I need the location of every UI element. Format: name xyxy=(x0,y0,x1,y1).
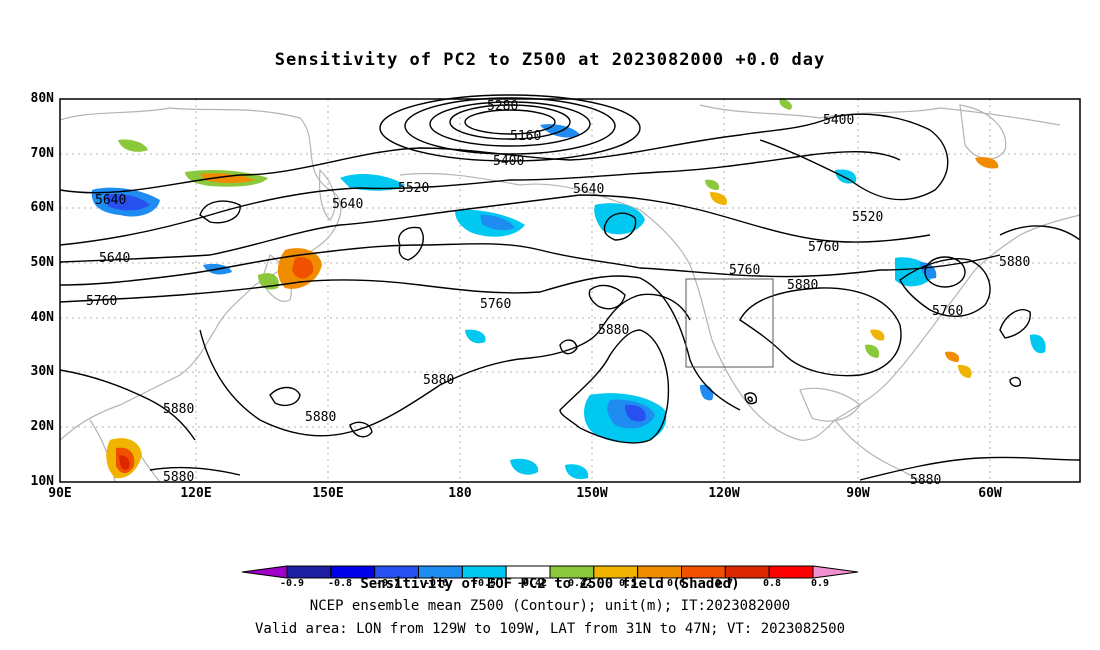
lon-label: 90W xyxy=(846,486,870,501)
contour-label: 5880 xyxy=(787,278,818,293)
contour-label: 5760 xyxy=(480,297,511,312)
map-plot: 5280 5160 5400 5400 5520 5640 5640 5640 … xyxy=(59,94,1081,488)
lon-label: 180 xyxy=(448,486,472,501)
lat-label: 60N xyxy=(30,200,54,215)
coast-gulf xyxy=(799,387,861,422)
contour-label: 5160 xyxy=(510,129,541,144)
lat-label: 80N xyxy=(30,91,54,106)
contour-label: 5400 xyxy=(493,154,524,169)
lon-label: 150E xyxy=(312,486,344,501)
colorbar-tick: -0.8 xyxy=(327,578,353,589)
contour-label: 5640 xyxy=(573,182,604,197)
coast-kamchatka xyxy=(318,168,336,221)
footer-valid-area-caption: Valid area: LON from 129W to 109W, LAT f… xyxy=(254,621,845,637)
contour-label: 5880 xyxy=(163,402,194,417)
lat-label: 40N xyxy=(30,310,54,325)
contour-label: 5640 xyxy=(332,197,363,212)
colorbar-tick: 0.7 xyxy=(714,578,734,589)
contour-label: 5760 xyxy=(86,294,117,309)
contour-label: 5640 xyxy=(95,193,126,208)
coast-central-america xyxy=(834,419,926,483)
coast-asia xyxy=(59,107,342,441)
colorbar-tick: -0.42 xyxy=(516,578,548,589)
contour-label: 5880 xyxy=(598,323,629,338)
colorbar-tick: 0.6 xyxy=(666,578,686,589)
valid-area-box xyxy=(685,278,774,368)
lat-label: 20N xyxy=(30,419,54,434)
colorbar-tick: 0.8 xyxy=(762,578,782,589)
lon-label: 90E xyxy=(48,486,72,501)
lat-label: 10N xyxy=(30,474,54,489)
coast-alaska xyxy=(399,172,691,266)
colorbar-tick: -0.9 xyxy=(279,578,305,589)
lon-label: 150W xyxy=(576,486,608,501)
colorbar-tick: 0.42 xyxy=(567,578,593,589)
contour-label: 5760 xyxy=(808,240,839,255)
colorbar-end-right xyxy=(812,565,859,579)
colorbar-tick: -0.7 xyxy=(375,578,401,589)
contour-label: 5760 xyxy=(932,304,963,319)
map-title: Sensitivity of PC2 to Z500 at 2023082000… xyxy=(274,50,826,70)
coast-greenland xyxy=(959,104,1007,160)
footer-shading-caption: Sensitivity of EOF PC2 to Z500 field (Sh… xyxy=(360,576,740,592)
contour-label: 5880 xyxy=(423,373,454,388)
sensitivity-shading xyxy=(91,98,1046,480)
contour-label: 5400 xyxy=(823,113,854,128)
lat-label: 70N xyxy=(30,146,54,161)
contour-label: 5880 xyxy=(999,255,1030,270)
colorbar-tick: 0.5 xyxy=(618,578,638,589)
coastlines xyxy=(59,104,1081,483)
lat-label: 50N xyxy=(30,255,54,270)
contour-label: 5880 xyxy=(163,470,194,485)
lon-label: 60W xyxy=(978,486,1002,501)
colorbar-tick: -0.5 xyxy=(471,578,497,589)
contour-label: 5880 xyxy=(910,473,941,488)
coast-arctic xyxy=(699,104,1061,126)
lon-label: 120E xyxy=(180,486,212,501)
contour-label: 5640 xyxy=(99,251,130,266)
contour-label: 5880 xyxy=(305,410,336,425)
plot-frame xyxy=(59,98,1081,483)
colorbar-tick: 0.9 xyxy=(810,578,830,589)
footer-contour-caption: NCEP ensemble mean Z500 (Contour); unit(… xyxy=(309,598,791,614)
lon-label: 120W xyxy=(708,486,740,501)
lat-label: 30N xyxy=(30,364,54,379)
contour-label: 5520 xyxy=(852,210,883,225)
colorbar-segments xyxy=(241,565,859,579)
contour-label: 5760 xyxy=(729,263,760,278)
contour-label-layer: 5280 5160 5400 5400 5520 5640 5640 5640 … xyxy=(86,99,1030,488)
contour-label: 5520 xyxy=(398,181,429,196)
coast-northamerica xyxy=(689,214,1081,441)
contour-label: 5280 xyxy=(487,99,518,114)
z500-contours xyxy=(59,94,1081,481)
colorbar-tick: -0.6 xyxy=(423,578,449,589)
